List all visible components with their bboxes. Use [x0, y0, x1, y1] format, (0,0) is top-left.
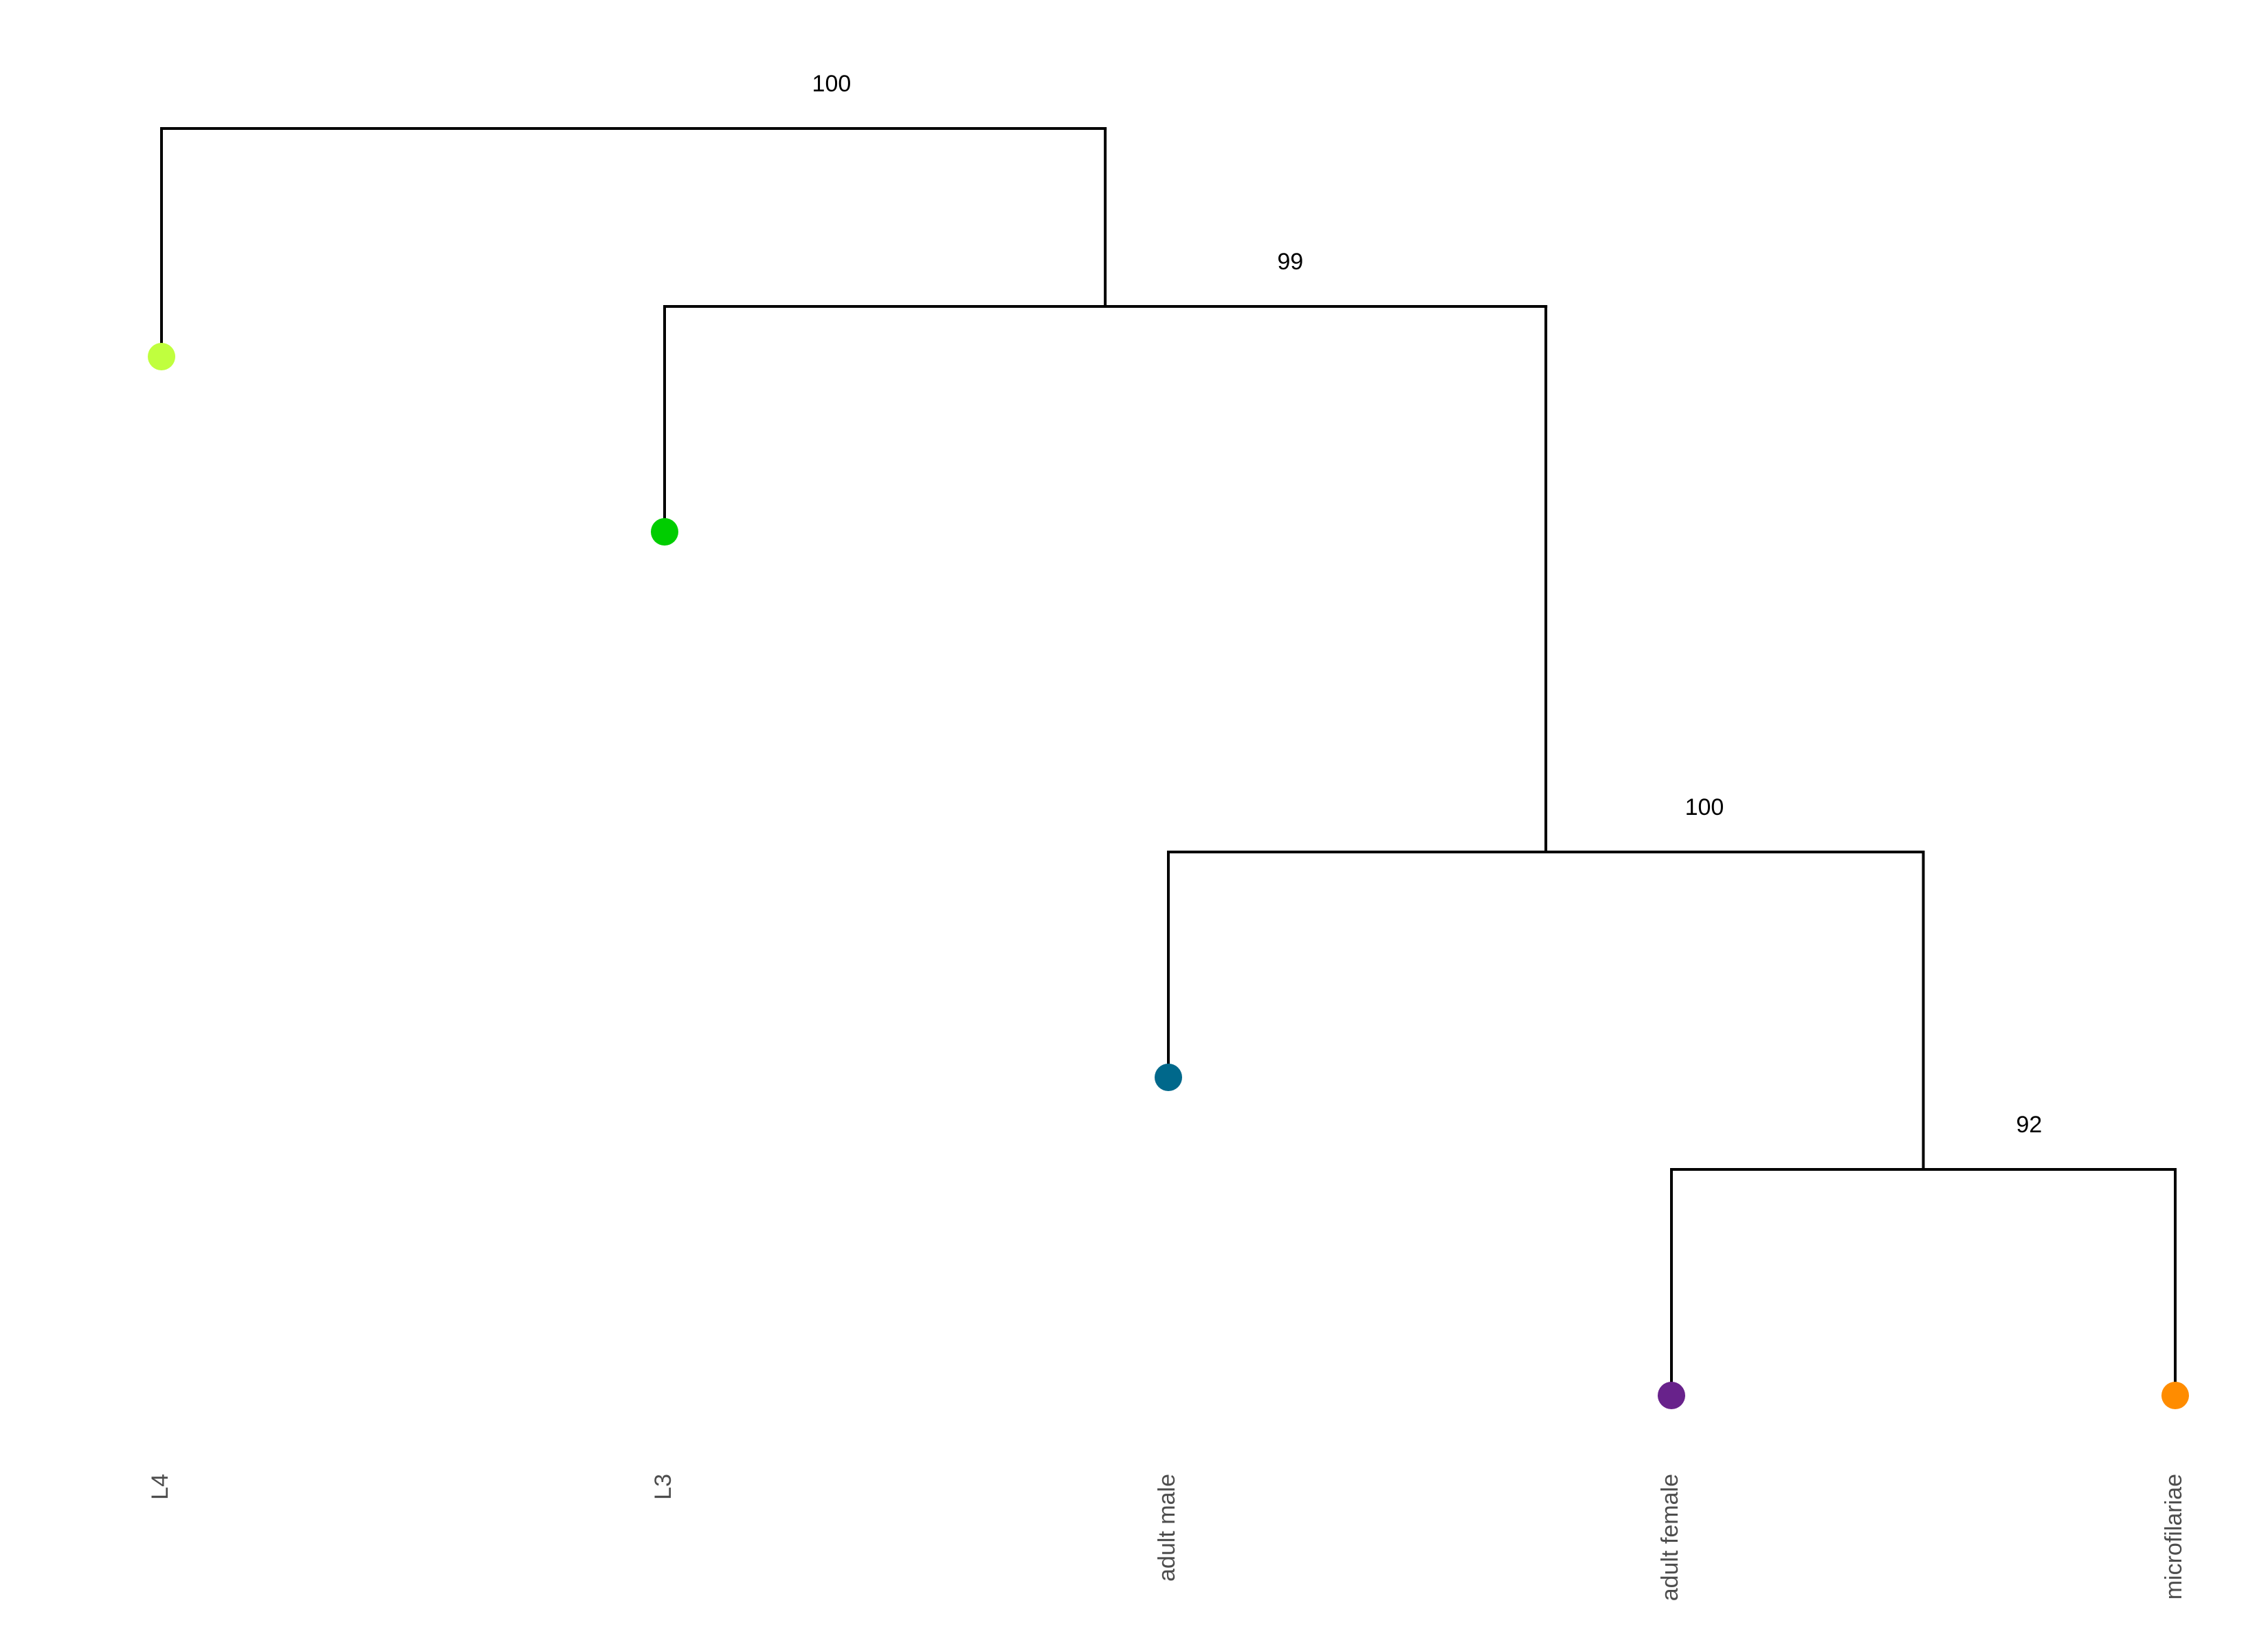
tip-point-microfilariae [2161, 1382, 2189, 1409]
leaf-label-microfilariae: microfilariae [2161, 1474, 2187, 1600]
leaf-label-L3: L3 [650, 1474, 676, 1500]
support-value-n3: 100 [1685, 794, 1724, 820]
branches [160, 127, 2177, 1397]
leaf-label-adult_male: adult male [1154, 1474, 1180, 1582]
tip-point-L3 [651, 518, 678, 546]
support-value-n2: 99 [1277, 249, 1303, 275]
leaf-label-adult_female: adult female [1657, 1474, 1683, 1601]
support-value-n4: 92 [2016, 1112, 2043, 1138]
leaf-label-L4: L4 [147, 1474, 173, 1500]
tip-point-L4 [148, 343, 175, 370]
tip-point-adult_female [1658, 1382, 1685, 1409]
leaf-labels: L4 L3 adult male adult female microfilariae [147, 1474, 2187, 1601]
tip-points [148, 343, 2189, 1409]
support-labels: 92 100 99 100 [812, 71, 2043, 1138]
support-value-n1: 100 [812, 71, 852, 97]
tip-point-adult_male [1155, 1064, 1182, 1091]
